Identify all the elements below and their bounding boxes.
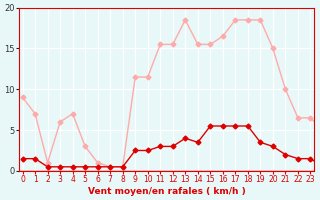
X-axis label: Vent moyen/en rafales ( km/h ): Vent moyen/en rafales ( km/h ) (88, 187, 245, 196)
